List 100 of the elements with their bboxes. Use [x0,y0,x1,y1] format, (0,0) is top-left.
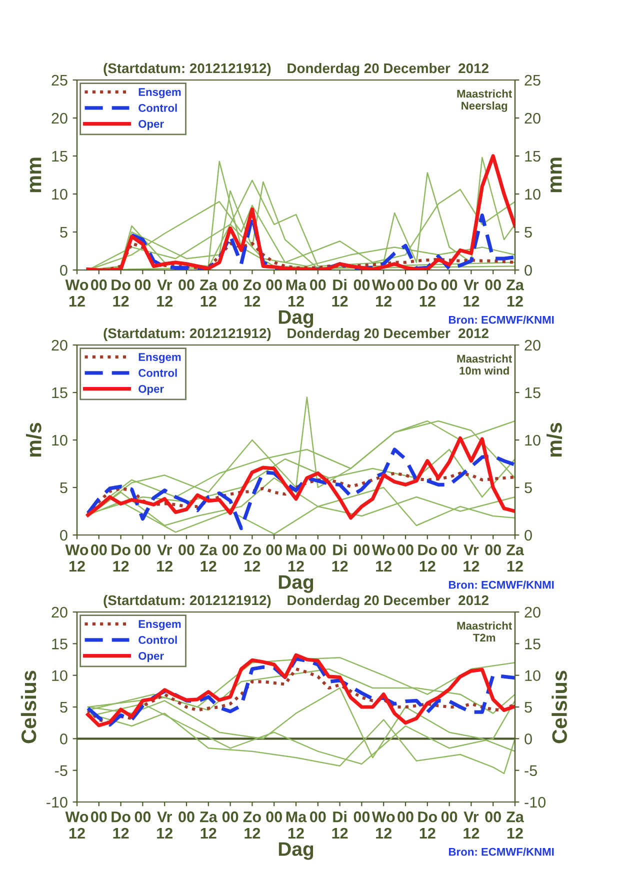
x-tick-label: Vr 12 [464,280,480,307]
text: Bron: ECMWF/KNMI [449,316,554,324]
y-tick-label: 5 [60,227,68,238]
x-tick-label: Za 12 [506,280,524,307]
y2-axis-title: mm [550,158,562,192]
y-tick-label: 20 [52,606,68,618]
y2-tick-label: 0 [524,264,532,276]
x-tick-label: Za 12 [506,544,524,572]
x-tick-label: 00 [266,544,282,556]
x-tick-label: Vr 12 [157,812,172,839]
legend-label: Oper [138,120,164,130]
x-tick-label: Do 12 [418,812,437,839]
y-tick-label: -5 [55,765,68,776]
annotation: Maastricht Neerslag [457,90,512,112]
y2-tick-label: 5 [524,702,532,713]
x-tick-label: 00 [178,811,194,822]
x-tick-label: 00 [91,544,107,556]
y2-axis-title: Celsius [552,670,567,744]
y-axis-title: m/s [26,422,42,457]
x-tick-label: Do 12 [418,280,437,307]
y-tick-label: 5 [60,482,68,494]
legend-label: Oper [138,384,164,396]
legend-label: Ensgem [138,353,181,364]
legend-label: Control [138,104,177,112]
y2-tick-label: -5 [524,765,537,776]
y-tick-label: 0 [60,264,68,276]
x-tick-label: 00 [134,279,151,290]
y-tick-label: 20 [52,340,68,351]
y-tick-label: 15 [52,151,68,162]
y2-tick-label: 20 [524,606,540,618]
x-tick-label: Di 12 [332,544,348,572]
x-tick-label: Wo 12 [372,280,395,307]
x-tick-label: Wo 12 [65,280,88,307]
y2-tick-label: 20 [524,340,540,351]
legend-label: Control [138,368,177,377]
legend-label: Oper [138,652,164,662]
x-tick-label: Do 12 [112,812,130,839]
legend-label: Ensgem [138,88,181,98]
x-tick-label: 00 [398,544,414,556]
x-tick-label: Di 12 [332,279,348,307]
x-tick-label: Za 12 [506,812,524,839]
x-tick-label: 00 [485,279,501,290]
x-tick-label: Vr 12 [157,280,172,307]
x-tick-label: 00 [485,544,501,556]
y-tick-label: 10 [52,670,68,682]
x-tick-label: 00 [441,544,458,556]
y-axis-title: mm [30,158,42,192]
y2-tick-label: 0 [524,530,532,541]
x-tick-label: Do 12 [112,544,130,572]
x-tick-label: 00 [354,544,370,556]
y-tick-label: 5 [60,702,68,713]
x-tick-label: Za 12 [200,544,218,572]
y-tick-label: 10 [52,434,68,446]
text: Bron: ECMWF/KNMI [449,848,554,856]
annotation: Maastricht T2m [457,622,512,642]
x-tick-label: Zo 12 [243,544,261,572]
x-tick-label: Wo 12 [65,812,88,839]
x-tick-label: 00 [222,279,238,290]
x-tick-label: Do 12 [112,280,130,307]
legend-label: Ensgem [138,620,181,630]
chart-title: (Startdatum: 2012121912) Donderdag 20 December 2012 [104,62,488,76]
y-axis-title: Celsius [20,670,36,744]
x-tick-label: 00 [485,811,501,822]
y-tick-label: 25 [52,74,68,86]
x-tick-label: 00 [222,811,238,822]
x-tick-label: 00 [398,811,414,822]
chart-title: (Startdatum: 2012121912) Donderdag 20 December 2012 [104,594,488,608]
y2-tick-label: 10 [525,188,540,200]
chart-title: (Startdatum: 2012121912) Donderdag 20 December 2012 [104,328,488,341]
annotation: Maastricht 10m wind [457,354,512,375]
x-tick-label: Za 12 [200,280,218,307]
x-tick-label: Zo 12 [243,280,261,307]
y2-tick-label: 15 [525,388,540,398]
x-tick-label: 00 [134,544,151,556]
x-tick-label: Wo 12 [372,812,395,839]
x-tick-label: Wo 12 [65,544,88,572]
x-tick-label: 00 [91,279,107,290]
x-tick-label: 00 [222,544,238,556]
x-tick-label: Ma 12 [286,280,307,307]
x-tick-label: 00 [441,279,458,290]
y2-axis-title: m/s [546,422,562,457]
x-tick-label: Di 12 [332,811,348,839]
x-tick-label: 00 [354,811,370,822]
y2-tick-label: -10 [524,796,546,808]
x-tick-label: 00 [91,811,107,822]
x-axis-title: Dag [278,575,314,593]
y-tick-label: 20 [52,112,68,124]
x-tick-label: Vr 12 [464,812,480,839]
x-tick-label: Zo 12 [243,812,261,839]
legend-label: Control [138,636,177,644]
y-tick-label: 15 [52,388,68,398]
x-tick-label: Za 12 [200,812,218,839]
x-tick-label: Wo 12 [372,544,395,572]
y2-tick-label: 10 [525,434,540,446]
y-tick-label: 0 [60,530,68,541]
y2-tick-label: 15 [525,151,540,162]
x-axis-title: Dag [278,842,314,860]
y-tick-label: 15 [52,638,68,650]
y2-tick-label: 5 [524,482,532,494]
y2-tick-label: 20 [524,112,540,124]
